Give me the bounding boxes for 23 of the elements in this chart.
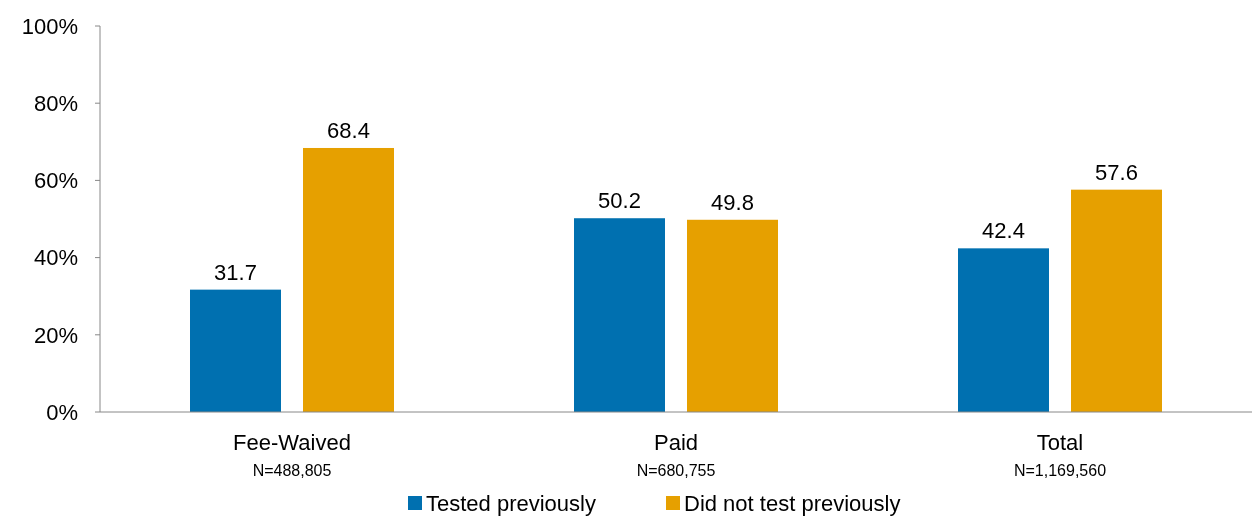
y-tick-label: 40% (33, 245, 78, 271)
y-tick-label: 0% (46, 399, 78, 425)
data-label: 49.8 (711, 189, 754, 215)
x-tick-label: Paid N=680,755 (636, 430, 716, 479)
legend-label: Did not test previously (684, 490, 901, 516)
data-label: 50.2 (598, 188, 641, 214)
y-tick-label: 60% (33, 168, 78, 194)
bar (687, 219, 778, 412)
bar (958, 248, 1049, 412)
bar (190, 289, 281, 412)
x-tick-label: Fee-Waived N=488,805 (233, 430, 351, 479)
data-label: 57.6 (1095, 159, 1138, 185)
bar (303, 147, 394, 412)
y-tick-label: 80% (33, 90, 78, 116)
data-label: 42.4 (982, 218, 1025, 244)
x-tick-label: Total N=1,169,560 (1013, 430, 1107, 479)
bar (574, 218, 665, 412)
y-tick-label: 100% (21, 13, 78, 39)
legend-label: Tested previously (426, 490, 596, 516)
y-tick-label: 20% (33, 322, 78, 348)
data-label: 68.4 (327, 117, 370, 143)
bar (1071, 189, 1162, 412)
data-label: 31.7 (214, 259, 257, 285)
